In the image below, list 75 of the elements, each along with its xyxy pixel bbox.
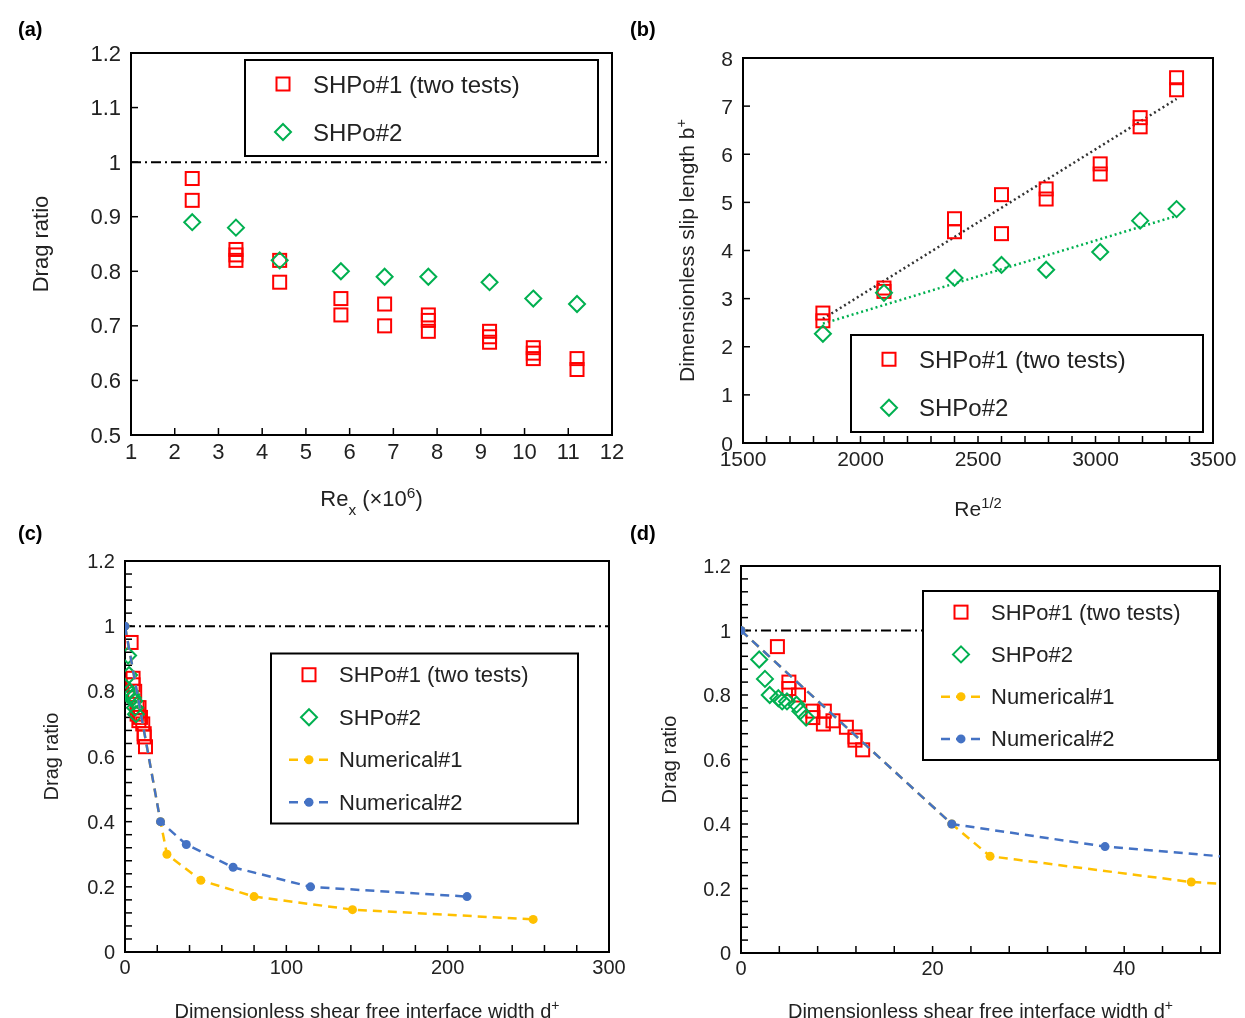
y-tick-label: 0.8 [90,258,121,284]
x-tick-label: 300 [592,956,626,979]
y-tick-label: 5 [721,190,733,214]
y-tick-label: 6 [721,142,733,166]
y-tick-label: 4 [721,239,734,262]
y-tick-label: 1 [721,383,733,407]
y-tick-label: 0.5 [90,422,121,448]
x-tick-label: 0 [735,957,747,980]
legend-label: SHPo#2 [313,118,403,146]
x-axis-title: Dimensionless shear free interface width d$^{+}$ [174,997,560,1018]
x-tick-label: 4 [256,439,269,464]
legend-label: Numerical#2 [339,789,463,815]
x-tick-label: 11 [556,439,580,464]
x-tick-label: 3500 [1189,447,1237,471]
y-tick-label: 7 [721,94,733,118]
x-tick-label: 5 [299,439,313,464]
chart-title: (b) [630,18,656,40]
y-tick-label: 0.7 [90,313,121,339]
y-axis-title: Drag ratio [40,712,62,801]
y-tick-label: 0.8 [703,684,731,706]
y-tick-label: 0.6 [703,748,731,771]
legend-label: Numerical#1 [339,747,463,773]
y-tick-label: 0.6 [90,367,121,393]
legend-label: SHPo#2 [339,704,421,730]
x-tick-label: 2000 [837,447,884,471]
x-tick-label: 7 [387,439,400,464]
x-tick-label: 8 [430,439,444,464]
legend-label: SHPo#2 [919,394,1009,422]
x-tick-label: 1 [124,439,138,464]
y-tick-label: 1 [108,149,121,175]
chart-title: (c) [18,522,43,544]
y-tick-label: 0.6 [87,745,115,768]
legend-label: SHPo#2 [991,641,1073,667]
legend-label: SHPo#1 (two tests) [339,662,529,688]
y-tick-label: 0.4 [703,813,731,835]
y-tick-label: 2 [721,335,733,359]
x-tick-label: 2 [168,439,181,464]
y-axis-title: Drag ratio [658,715,680,804]
x-tick-label: 9 [474,439,487,464]
y-tick-label: 1.2 [87,550,115,572]
chart-title: (d) [630,522,656,544]
x-axis-title: Re$^{1/2}$ [954,495,1002,520]
y-tick-label: 0.8 [87,680,115,703]
x-tick-label: 100 [269,956,304,979]
x-tick-label: 3 [212,439,225,464]
x-tick-label: 200 [430,956,465,979]
y-tick-label: 0.4 [87,810,115,833]
legend-label: Numerical#2 [991,726,1115,752]
legend-label: SHPo#1 (two tests) [919,345,1126,373]
x-tick-label: 20 [921,957,944,980]
y-tick-label: 0.2 [87,875,115,898]
legend-label: SHPo#1 (two tests) [991,599,1181,625]
x-axis-title: Dimensionless shear free interface width d$^{+}$ [787,997,1174,1018]
y-axis-title: Drag ratio [28,195,53,293]
x-axis-title: Re$_{x}$ (×10$^{6}$) [320,483,423,518]
y-tick-label: 1.2 [90,40,121,66]
y-tick-label: 1 [103,615,115,638]
y-tick-label: 0.9 [90,204,121,230]
x-tick-label: 2500 [954,447,1002,471]
y-tick-label: 1 [719,619,731,642]
y-tick-label: 8 [721,46,733,70]
legend-label: SHPo#1 (two tests) [313,70,520,98]
x-tick-label: 6 [343,439,356,464]
x-tick-label: 40 [1113,957,1136,980]
chart-title: (a) [18,18,43,40]
y-tick-label: 0.2 [703,877,731,900]
y-tick-label: 0 [719,942,731,964]
y-tick-label: 0 [103,941,115,963]
x-tick-label: 10 [512,439,537,464]
y-tick-label: 3 [721,287,733,311]
x-tick-label: 12 [599,439,625,464]
legend-label: Numerical#1 [991,684,1115,710]
y-tick-label: 1.2 [703,555,731,577]
x-tick-label: 3000 [1072,447,1119,471]
y-tick-label: 1.1 [90,95,121,121]
